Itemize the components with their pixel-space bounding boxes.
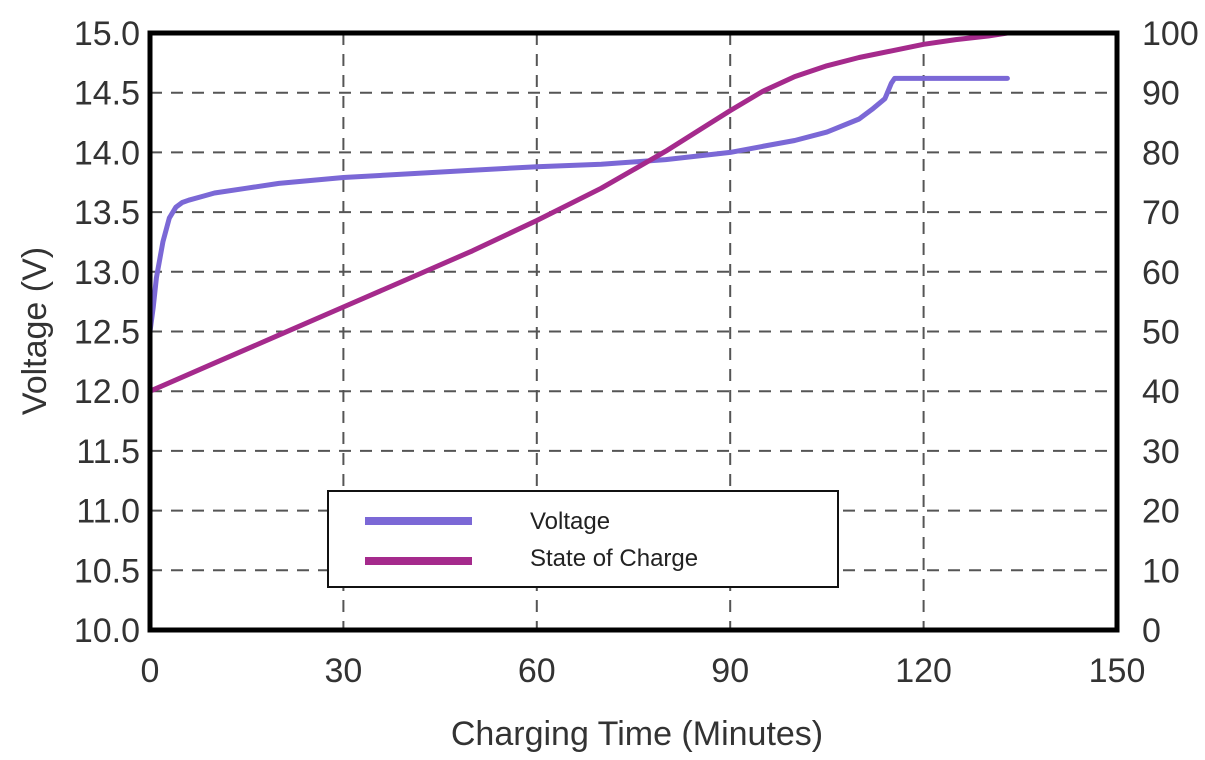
y-tick-label: 11.5	[76, 433, 140, 471]
series-layer	[147, 30, 1010, 394]
y2-tick-label: 100	[1142, 15, 1199, 53]
legend: Voltage State of Charge	[327, 490, 839, 588]
y-tick-label: 12.0	[74, 373, 140, 411]
y-tick-label: 12.5	[74, 314, 140, 352]
series-line-voltage	[147, 75, 1010, 334]
y-tick-label: 15.0	[74, 15, 140, 53]
legend-label-state-of-charge: State of Charge	[530, 545, 698, 572]
y-tick-label: 10.0	[74, 612, 140, 650]
y2-tick-label: 0	[1142, 612, 1161, 650]
y-tick-label: 11.0	[76, 493, 140, 531]
x-tick-label: 150	[1089, 652, 1146, 690]
x-tick-label: 120	[895, 652, 952, 690]
legend-box	[327, 490, 839, 588]
y2-tick-label: 30	[1142, 433, 1180, 471]
y2-axis-ticks: 0 10 20 30 40 50 60 70 80 90 100	[1142, 15, 1199, 650]
y-tick-label: 14.5	[74, 75, 140, 113]
y2-tick-label: 20	[1142, 493, 1180, 531]
y-tick-label: 10.5	[74, 552, 140, 590]
y-tick-label: 13.0	[74, 254, 140, 292]
y2-tick-label: 60	[1142, 254, 1180, 292]
legend-label-voltage: Voltage	[530, 508, 610, 535]
y2-tick-label: 70	[1142, 194, 1180, 232]
x-tick-label: 60	[518, 652, 556, 690]
x-tick-label: 0	[141, 652, 160, 690]
series-line-state-of-charge	[147, 30, 1010, 394]
y-tick-label: 14.0	[74, 134, 140, 172]
plot-frame	[147, 30, 1120, 633]
y2-tick-label: 90	[1142, 75, 1180, 113]
x-tick-label: 30	[324, 652, 362, 690]
y-axis-title: Voltage (V)	[16, 247, 54, 415]
y2-tick-label: 40	[1142, 373, 1180, 411]
x-tick-label: 90	[711, 652, 749, 690]
y-axis-ticks: 10.0 10.5 11.0 11.5 12.0 12.5 13.0 13.5 14.0 14.5…	[74, 15, 140, 650]
y2-tick-label: 10	[1142, 552, 1180, 590]
y2-tick-label: 50	[1142, 314, 1180, 352]
x-axis-ticks: 0 30 60 90 120 150	[141, 652, 1146, 690]
y-tick-label: 13.5	[74, 194, 140, 232]
y2-tick-label: 80	[1142, 134, 1180, 172]
x-axis-title: Charging Time (Minutes)	[451, 715, 823, 753]
